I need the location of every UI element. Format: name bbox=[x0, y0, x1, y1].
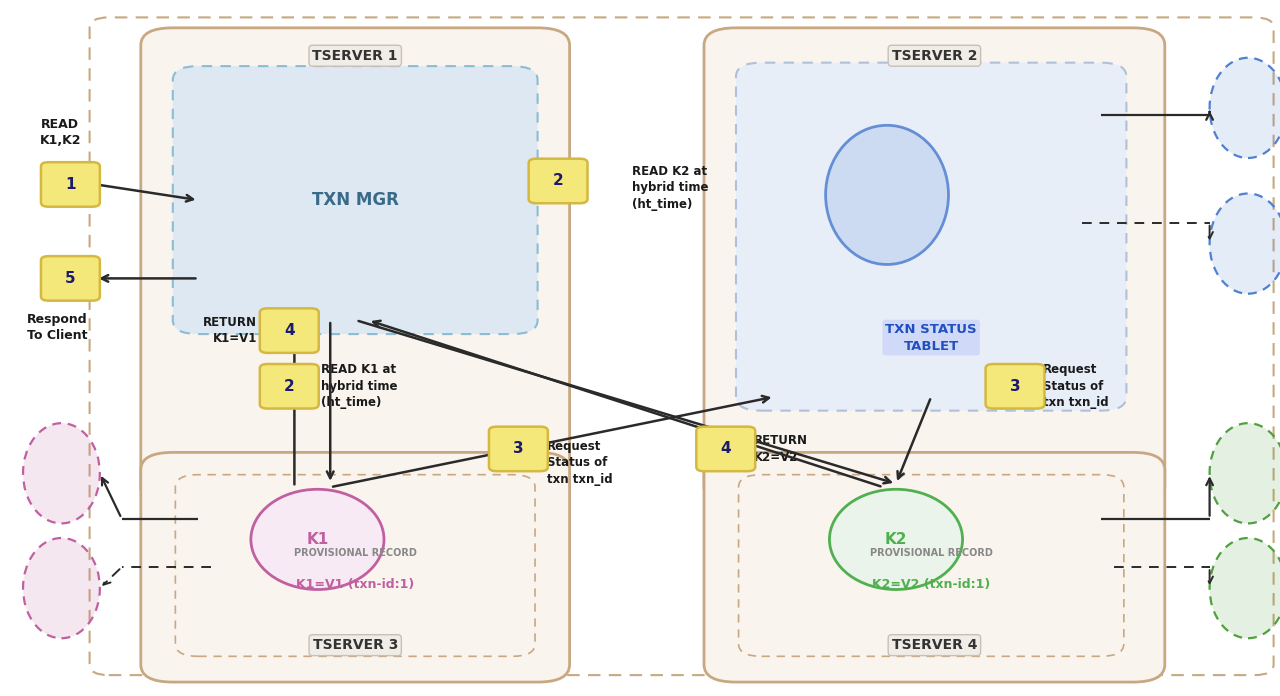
Text: TSERVER 3: TSERVER 3 bbox=[312, 638, 398, 652]
Ellipse shape bbox=[1210, 193, 1280, 294]
Text: 2: 2 bbox=[553, 173, 563, 189]
FancyBboxPatch shape bbox=[260, 308, 319, 353]
Text: K1: K1 bbox=[306, 532, 329, 547]
Ellipse shape bbox=[251, 489, 384, 590]
Text: PROVISIONAL RECORD: PROVISIONAL RECORD bbox=[294, 548, 416, 558]
Text: K2=V2 (txn-id:1): K2=V2 (txn-id:1) bbox=[872, 578, 991, 591]
Text: TXN MGR: TXN MGR bbox=[312, 191, 398, 209]
FancyBboxPatch shape bbox=[489, 427, 548, 471]
Text: RETURN
K1=V1: RETURN K1=V1 bbox=[204, 316, 257, 345]
Text: TSERVER 4: TSERVER 4 bbox=[892, 638, 977, 652]
Text: 3: 3 bbox=[1010, 379, 1020, 394]
Text: PROVISIONAL RECORD: PROVISIONAL RECORD bbox=[870, 548, 992, 558]
FancyBboxPatch shape bbox=[529, 159, 588, 203]
FancyBboxPatch shape bbox=[986, 364, 1044, 409]
Ellipse shape bbox=[23, 538, 100, 638]
Text: K2: K2 bbox=[884, 532, 908, 547]
Text: K1=V1 (txn-id:1): K1=V1 (txn-id:1) bbox=[296, 578, 415, 591]
Text: READ
K1,K2: READ K1,K2 bbox=[40, 118, 81, 147]
FancyBboxPatch shape bbox=[696, 427, 755, 471]
FancyBboxPatch shape bbox=[175, 475, 535, 656]
FancyBboxPatch shape bbox=[739, 475, 1124, 656]
FancyBboxPatch shape bbox=[736, 63, 1126, 411]
Text: 1: 1 bbox=[65, 177, 76, 192]
FancyBboxPatch shape bbox=[141, 28, 570, 505]
Ellipse shape bbox=[23, 423, 100, 523]
FancyBboxPatch shape bbox=[173, 66, 538, 334]
FancyBboxPatch shape bbox=[41, 162, 100, 207]
Text: Respond
To Client: Respond To Client bbox=[27, 313, 88, 342]
Ellipse shape bbox=[1210, 423, 1280, 523]
Text: TXN STATUS
TABLET: TXN STATUS TABLET bbox=[886, 322, 977, 353]
Text: TSERVER 2: TSERVER 2 bbox=[892, 49, 977, 63]
Text: 4: 4 bbox=[284, 323, 294, 338]
Text: Request
Status of
txn txn_id: Request Status of txn txn_id bbox=[547, 440, 612, 486]
Text: READ K1 at
hybrid time
(ht_time): READ K1 at hybrid time (ht_time) bbox=[321, 363, 398, 409]
Text: 2: 2 bbox=[284, 379, 294, 394]
Ellipse shape bbox=[829, 489, 963, 590]
Text: RETURN
K2=V2: RETURN K2=V2 bbox=[754, 434, 808, 464]
Ellipse shape bbox=[1210, 58, 1280, 158]
Text: 4: 4 bbox=[721, 441, 731, 457]
Text: Request
Status of
txn txn_id: Request Status of txn txn_id bbox=[1043, 363, 1108, 409]
Text: 5: 5 bbox=[65, 271, 76, 286]
FancyBboxPatch shape bbox=[141, 452, 570, 682]
FancyBboxPatch shape bbox=[260, 364, 319, 409]
Text: 3: 3 bbox=[513, 441, 524, 457]
Text: TSERVER 1: TSERVER 1 bbox=[312, 49, 398, 63]
Text: READ K2 at
hybrid time
(ht_time): READ K2 at hybrid time (ht_time) bbox=[632, 165, 709, 211]
FancyBboxPatch shape bbox=[704, 452, 1165, 682]
FancyBboxPatch shape bbox=[704, 28, 1165, 505]
FancyBboxPatch shape bbox=[41, 256, 100, 301]
Ellipse shape bbox=[826, 125, 948, 264]
Ellipse shape bbox=[1210, 538, 1280, 638]
